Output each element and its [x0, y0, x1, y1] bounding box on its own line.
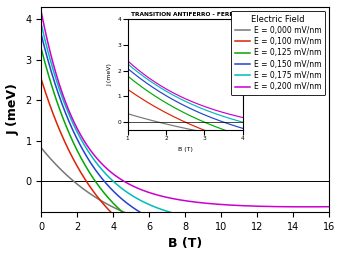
E = 0,200 mV/nm — [327, 205, 331, 208]
E = 0,100 mV/nm — [72, 159, 76, 162]
E = 0,150 mV/nm — [150, 217, 154, 220]
E = 0,200 mV/nm — [162, 195, 166, 198]
E = 0,000 mV/nm — [89, 193, 93, 196]
E = 0,000 mV/nm — [150, 220, 154, 223]
E = 0,125 mV/nm — [72, 143, 76, 146]
E = 0,000 mV/nm — [321, 217, 326, 220]
Line: E = 0,150 mV/nm: E = 0,150 mV/nm — [41, 35, 329, 240]
E = 0,000 mV/nm — [327, 216, 331, 219]
E = 0,125 mV/nm — [39, 48, 43, 51]
E = 0,200 mV/nm — [150, 192, 154, 195]
E = 0,200 mV/nm — [72, 121, 76, 124]
E = 0,000 mV/nm — [215, 227, 220, 230]
E = 0,150 mV/nm — [162, 223, 166, 226]
X-axis label: B (T): B (T) — [168, 237, 202, 250]
E = 0,175 mV/nm — [321, 223, 326, 226]
E = 0,150 mV/nm — [72, 132, 76, 135]
E = 0,150 mV/nm — [290, 239, 294, 242]
E = 0,175 mV/nm — [290, 223, 294, 226]
E = 0,000 mV/nm — [39, 146, 43, 150]
E = 0,175 mV/nm — [89, 154, 93, 158]
E = 0,175 mV/nm — [290, 223, 294, 226]
E = 0,125 mV/nm — [327, 250, 331, 253]
E = 0,100 mV/nm — [150, 241, 154, 244]
Line: E = 0,000 mV/nm: E = 0,000 mV/nm — [41, 148, 329, 228]
E = 0,125 mV/nm — [264, 253, 268, 256]
E = 0,125 mV/nm — [162, 236, 166, 240]
E = 0,100 mV/nm — [327, 256, 331, 257]
E = 0,125 mV/nm — [290, 252, 294, 255]
E = 0,000 mV/nm — [72, 180, 76, 183]
Line: E = 0,200 mV/nm: E = 0,200 mV/nm — [41, 13, 329, 207]
Line: E = 0,100 mV/nm: E = 0,100 mV/nm — [41, 80, 329, 257]
E = 0,125 mV/nm — [321, 250, 326, 253]
E = 0,175 mV/nm — [72, 125, 76, 128]
E = 0,000 mV/nm — [162, 223, 166, 226]
E = 0,200 mV/nm — [290, 205, 294, 208]
E = 0,000 mV/nm — [290, 221, 294, 224]
E = 0,100 mV/nm — [162, 246, 166, 250]
E = 0,200 mV/nm — [39, 12, 43, 15]
E = 0,100 mV/nm — [39, 78, 43, 81]
E = 0,150 mV/nm — [321, 238, 326, 241]
Line: E = 0,175 mV/nm: E = 0,175 mV/nm — [41, 25, 329, 225]
E = 0,150 mV/nm — [327, 237, 331, 241]
E = 0,150 mV/nm — [89, 162, 93, 166]
E = 0,175 mV/nm — [39, 24, 43, 27]
E = 0,150 mV/nm — [39, 34, 43, 37]
E = 0,175 mV/nm — [150, 204, 154, 207]
E = 0,175 mV/nm — [162, 209, 166, 212]
E = 0,125 mV/nm — [89, 174, 93, 177]
Line: E = 0,125 mV/nm: E = 0,125 mV/nm — [41, 50, 329, 254]
E = 0,125 mV/nm — [150, 231, 154, 234]
E = 0,175 mV/nm — [327, 223, 331, 226]
E = 0,200 mV/nm — [89, 150, 93, 153]
E = 0,200 mV/nm — [321, 205, 326, 208]
E = 0,100 mV/nm — [89, 187, 93, 190]
E = 0,200 mV/nm — [303, 205, 307, 208]
E = 0,150 mV/nm — [277, 239, 281, 242]
Legend: E = 0,000 mV/nm, E = 0,100 mV/nm, E = 0,125 mV/nm, E = 0,150 mV/nm, E = 0,175 mV: E = 0,000 mV/nm, E = 0,100 mV/nm, E = 0,… — [231, 11, 325, 95]
Y-axis label: J (meV): J (meV) — [7, 84, 20, 135]
